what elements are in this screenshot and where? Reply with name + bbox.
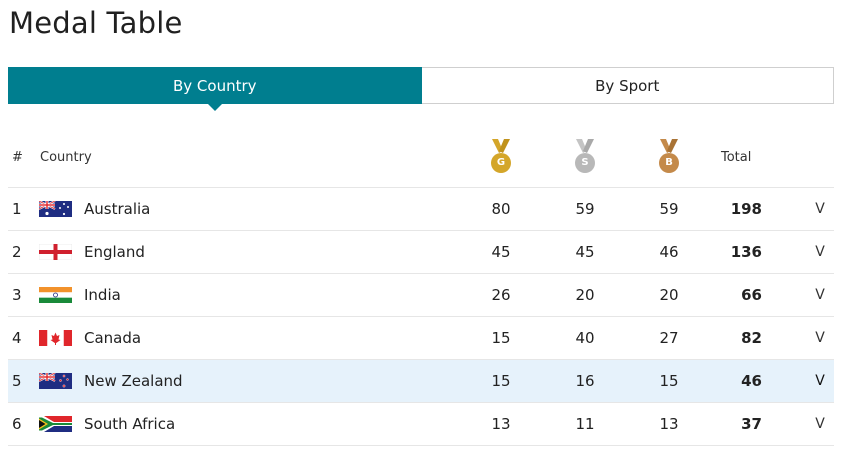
country-column-header: Country (40, 150, 92, 165)
gold-count: 13 (491, 415, 511, 433)
gold-count: 80 (491, 200, 511, 218)
gold-count: 45 (491, 243, 511, 261)
rank-cell: 1 (12, 200, 22, 218)
medal-table: 1 Australia 80 59 59 (8, 188, 834, 446)
total-count: 37 (741, 415, 762, 433)
india-flag-icon (39, 287, 72, 303)
expand-chevron-icon[interactable]: V (815, 287, 825, 303)
country-name: England (84, 243, 145, 261)
table-row[interactable]: 2 England 45 45 46 136 V (8, 231, 834, 274)
tab-by-country[interactable]: By Country (8, 67, 422, 111)
new-zealand-flag-icon (39, 373, 72, 389)
gold-count: 15 (491, 372, 511, 390)
gold-count: 15 (491, 329, 511, 347)
south-africa-flag-icon (39, 416, 72, 432)
gold-count: 26 (491, 286, 511, 304)
bronze-count: 27 (659, 329, 679, 347)
table-header: # Country G S B Total (8, 130, 834, 188)
silver-count: 45 (575, 243, 595, 261)
australia-flag-icon (39, 201, 72, 217)
silver-count: 11 (575, 415, 595, 433)
silver-count: 20 (575, 286, 595, 304)
rank-cell: 5 (12, 372, 22, 390)
table-row[interactable]: 1 Australia 80 59 59 (8, 188, 834, 231)
table-row[interactable]: 3 India 26 20 20 66 V (8, 274, 834, 317)
total-count: 46 (741, 372, 762, 390)
silver-count: 40 (575, 329, 595, 347)
england-flag-icon (39, 244, 72, 260)
silver-medal-icon: S (573, 139, 597, 173)
canada-flag-icon (39, 330, 72, 346)
total-count: 66 (741, 286, 762, 304)
rank-cell: 2 (12, 243, 22, 261)
country-name: New Zealand (84, 372, 183, 390)
page-title: Medal Table (9, 6, 183, 40)
country-name: South Africa (84, 415, 176, 433)
rank-cell: 3 (12, 286, 22, 304)
bronze-medal-letter: B (665, 157, 673, 168)
country-name: Australia (84, 200, 151, 218)
silver-count: 59 (575, 200, 595, 218)
total-count: 136 (730, 243, 762, 261)
rank-cell: 4 (12, 329, 22, 347)
expand-chevron-icon[interactable]: V (815, 373, 825, 389)
gold-medal-letter: G (496, 157, 506, 168)
rank-column-header: # (12, 150, 23, 165)
expand-chevron-icon[interactable]: V (815, 416, 825, 432)
expand-chevron-icon[interactable]: V (815, 330, 825, 346)
bronze-count: 13 (659, 415, 679, 433)
silver-medal-letter: S (581, 157, 589, 168)
table-row[interactable]: 5 New Zealand 15 16 15 46 V (8, 360, 834, 403)
table-row[interactable]: 6 South Africa 13 11 13 37 V (8, 403, 834, 446)
silver-count: 16 (575, 372, 595, 390)
bronze-count: 59 (659, 200, 679, 218)
view-tabs: By Country By Sport (8, 67, 834, 111)
bronze-medal-icon: B (657, 139, 681, 173)
expand-chevron-icon[interactable]: V (815, 244, 825, 260)
bronze-count: 20 (659, 286, 679, 304)
total-column-header: Total (721, 150, 752, 165)
rank-cell: 6 (12, 415, 22, 433)
tab-by-sport[interactable]: By Sport (421, 67, 834, 104)
country-name: Canada (84, 329, 142, 347)
total-count: 82 (741, 329, 762, 347)
expand-chevron-icon[interactable]: V (815, 201, 825, 217)
bronze-count: 15 (659, 372, 679, 390)
country-name: India (84, 286, 121, 304)
total-count: 198 (730, 200, 762, 218)
gold-medal-icon: G (489, 139, 513, 173)
bronze-count: 46 (659, 243, 679, 261)
table-row[interactable]: 4 Canada 15 40 27 82 V (8, 317, 834, 360)
